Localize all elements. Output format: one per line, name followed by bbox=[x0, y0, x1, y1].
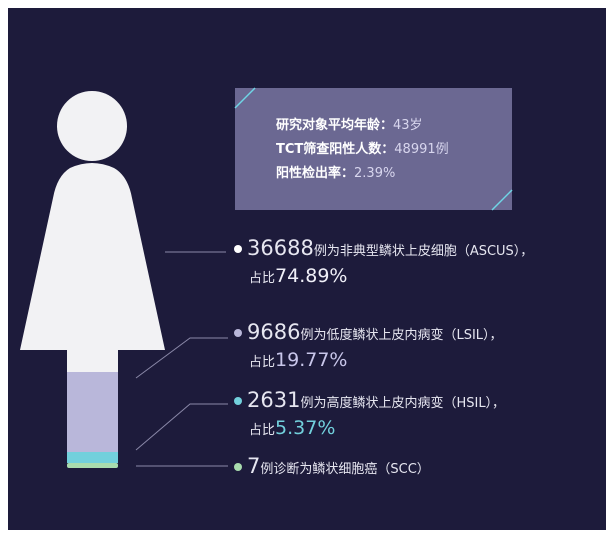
item: 36688例为非典型鳞状上皮细胞（ASCUS）， 占比74.89% bbox=[234, 236, 533, 291]
dress bbox=[20, 163, 165, 350]
count: 9686 bbox=[247, 320, 301, 344]
leg-top bbox=[67, 350, 118, 372]
corner bbox=[491, 189, 513, 211]
item: 7例诊断为鳞状细胞癌（SCC） bbox=[234, 454, 430, 482]
item: 2631例为高度鳞状上皮内病变（HSIL）， 占比5.37% bbox=[234, 388, 505, 443]
share: 74.89% bbox=[275, 265, 348, 287]
count: 7 bbox=[247, 454, 261, 478]
desc: 例为高度鳞状上皮内病变（HSIL）， bbox=[300, 396, 506, 411]
info-value: 43岁 bbox=[393, 118, 423, 133]
info-line: TCT筛查阳性人数：48991例 bbox=[276, 138, 449, 157]
share-label: 占比 bbox=[249, 271, 276, 286]
connector bbox=[135, 337, 228, 379]
info-value: 48991例 bbox=[394, 142, 449, 157]
info-line: 阳性检出率：2.39% bbox=[276, 162, 395, 181]
info-label: 阳性检出率： bbox=[276, 166, 355, 181]
item: 9686例为低度鳞状上皮内病变（LSIL）， 占比19.77% bbox=[234, 320, 503, 375]
desc: 例为低度鳞状上皮内病变（LSIL）， bbox=[300, 328, 503, 343]
share: 5.37% bbox=[275, 417, 336, 439]
count: 2631 bbox=[247, 388, 301, 412]
leg-lsil bbox=[67, 372, 118, 452]
info-value: 2.39% bbox=[354, 166, 396, 181]
infographic: 研究对象平均年龄：43岁 TCT筛查阳性人数：48991例 阳性检出率：2.39… bbox=[8, 8, 606, 530]
desc: 例诊断为鳞状细胞癌（SCC） bbox=[260, 462, 430, 477]
info-label: 研究对象平均年龄： bbox=[276, 118, 394, 133]
info-label: TCT筛查阳性人数： bbox=[276, 142, 395, 157]
head bbox=[57, 91, 127, 161]
info-box bbox=[235, 88, 512, 210]
share: 19.77% bbox=[275, 349, 348, 371]
share-label: 占比 bbox=[249, 355, 276, 370]
desc: 例为非典型鳞状上皮细胞（ASCUS）， bbox=[313, 244, 534, 259]
share-label: 占比 bbox=[249, 423, 276, 438]
leg-hsil bbox=[67, 452, 118, 463]
connector bbox=[135, 403, 228, 451]
info-line: 研究对象平均年龄：43岁 bbox=[276, 114, 423, 133]
figure bbox=[20, 87, 513, 468]
leg-scc bbox=[67, 463, 118, 468]
corner bbox=[234, 87, 256, 109]
count: 36688 bbox=[247, 236, 314, 260]
